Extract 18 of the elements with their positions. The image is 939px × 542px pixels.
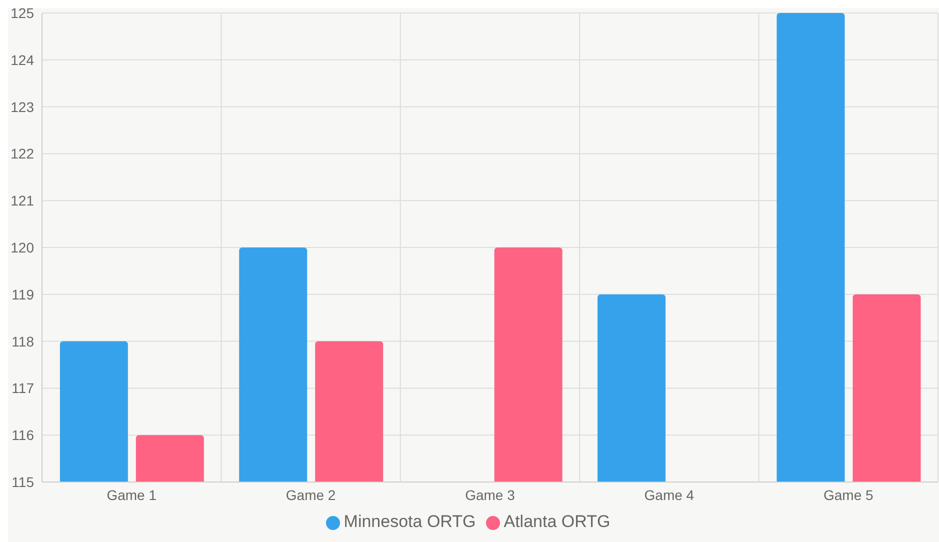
y-tick-label: 115 (12, 474, 34, 490)
y-tick-label: 118 (12, 333, 34, 350)
y-tick-label: 119 (12, 286, 34, 302)
y-tick-label: 117 (12, 380, 34, 396)
legend-label: Atlanta ORTG (504, 512, 610, 531)
legend-label: Minnesota ORTG (344, 512, 476, 531)
y-tick-label: 124 (10, 52, 34, 68)
x-tick-label: Game 4 (644, 486, 694, 503)
y-tick-label: 123 (10, 98, 34, 115)
x-tick-label: Game 5 (823, 486, 874, 503)
x-tick-label: Game 3 (465, 486, 516, 503)
y-tick-label: 120 (10, 239, 34, 256)
y-tick-label: 122 (10, 146, 34, 162)
y-tick-label: 116 (12, 427, 34, 444)
y-tick-label: 125 (10, 4, 34, 21)
x-tick-label: Game 2 (286, 486, 336, 503)
y-tick-label: 121 (10, 192, 34, 209)
x-tick-label: Game 1 (106, 486, 157, 503)
